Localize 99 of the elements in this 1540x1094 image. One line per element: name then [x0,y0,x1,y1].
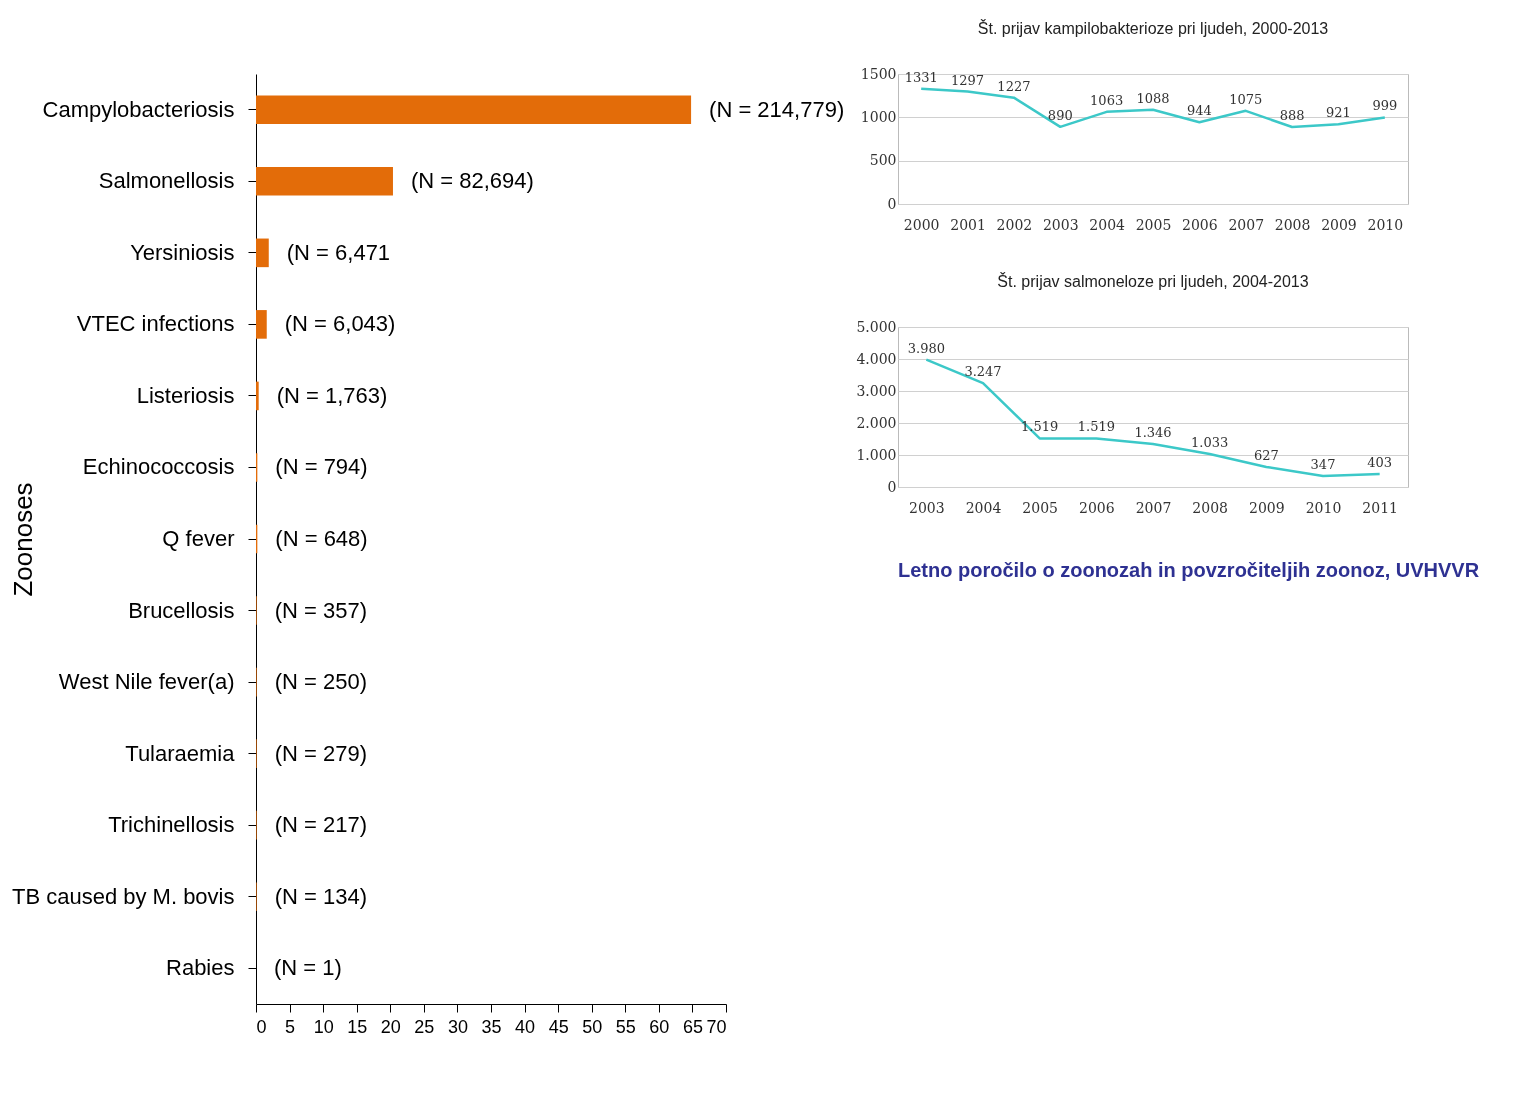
x-tick-label: 2002 [996,216,1033,233]
annotation: (N = 6,043) [284,311,396,337]
text: Letno poročilo o zoonozah in povzročiteljih zoonoz, UVHVVR [898,559,1480,581]
y-tick-label: 5.000 [856,318,897,335]
x-tick-label: 2004 [965,499,1002,516]
data-label: 921 [1326,105,1351,121]
annotation: (N = 217) [274,812,367,838]
y-tick-label: 3.000 [856,382,897,399]
y-tick-label: TB caused by M. bovis [11,883,235,909]
x-tick-label: 2005 [1022,499,1058,516]
annotation: (N = 279) [274,740,367,766]
y-tick-label: Trichinellosis [108,812,235,838]
bar [256,381,259,411]
chart-title: Št. prijav salmoneloze pri ljudeh, 2004-2013 [997,272,1309,290]
x-tick-label: 2009 [1249,499,1285,516]
bar [256,310,267,339]
x-tick-label: 30 [447,1016,468,1037]
data-label: 3.980 [907,340,945,356]
y-tick-label: West Nile fever(a) [58,669,235,695]
x-tick-label: 60 [649,1016,670,1037]
y-tick-label: VTEC infections [76,311,235,337]
x-tick-label: 2005 [1135,216,1172,233]
y-tick-label: Listeriosis [136,382,235,408]
data-label: 347 [1310,456,1336,472]
annotation: (N = 214,779) [709,96,845,122]
x-tick-label: 2007 [1228,216,1265,233]
x-tick-label: 15 [347,1016,368,1037]
bar [256,167,393,196]
data-label: 1063 [1090,92,1124,108]
x-tick-label: 2003 [1042,216,1079,233]
data-label: 1075 [1229,91,1263,107]
y-tick-label: 0 [887,478,897,495]
x-tick-label: 25 [414,1016,435,1037]
x-tick-label: 20 [380,1016,401,1037]
annotation: (N = 794) [275,454,368,480]
annotation: (N = 6,471 [286,239,391,265]
x-tick-label: 2007 [1135,499,1172,516]
x-tick-label: 70 [706,1016,727,1037]
data-label: 1331 [904,69,938,85]
y-tick-label: Campylobacteriosis [42,96,235,122]
y-tick-label: 4.000 [856,350,897,367]
y-tick-label: 1.000 [856,446,897,463]
data-label: 3.247 [964,364,1002,380]
annotation: (N = 357) [274,597,367,623]
data-label: 1227 [997,78,1031,94]
annotation: (N = 1,763) [276,382,388,408]
x-tick-label: 10 [313,1016,334,1037]
y-tick-label: 1000 [860,108,897,125]
x-tick-label: 2010 [1367,216,1404,233]
x-tick-label: 35 [481,1016,502,1037]
bar [256,238,269,268]
y-tick-label: Brucellosis [128,597,235,623]
data-label: 627 [1253,447,1279,463]
x-tick-label: 2008 [1192,499,1228,516]
annotation: (N = 1) [274,955,342,981]
x-tick-label: 0 [256,1016,267,1037]
x-tick-label: 2006 [1079,499,1115,516]
y-tick-label: Rabies [166,955,235,981]
data-label: 1297 [951,72,985,88]
y-tick-label: Salmonellosis [98,168,235,194]
x-tick-label: 40 [515,1016,536,1037]
x-tick-label: 2008 [1274,216,1311,233]
x-tick-label: 2004 [1089,216,1126,233]
data-label: 1088 [1136,90,1170,106]
x-tick-label: 2009 [1321,216,1357,233]
data-label: 890 [1047,107,1073,123]
annotation: (N = 250) [274,669,367,695]
x-tick-label: 2000 [903,216,940,233]
x-tick-label: 2001 [950,216,986,233]
x-tick-label: 55 [615,1016,636,1037]
y-tick-label: 0 [887,195,897,212]
y-tick-label: 500 [869,152,897,169]
data-label: 1.033 [1191,434,1229,450]
data-label: 999 [1372,98,1398,114]
x-tick-label: 2011 [1362,499,1398,516]
annotation: (N = 82,694) [410,168,534,194]
y-axis-title: Zoonoses [7,482,38,597]
x-tick-label: 65 [682,1016,703,1037]
bar [256,95,692,125]
y-tick-label: Q fever [162,526,235,551]
y-tick-label: Tularaemia [125,740,236,766]
annotation: (N = 134) [274,883,367,909]
y-tick-label: 1500 [860,65,897,82]
annotation: (N = 648) [275,526,368,551]
x-tick-label: 2010 [1305,499,1342,516]
y-tick-label: Echinococcosis [82,454,235,480]
data-label: 888 [1279,108,1305,124]
data-label: 1.519 [1077,419,1115,435]
data-label: 944 [1186,103,1212,119]
x-tick-label: 2006 [1182,216,1218,233]
data-label: 403 [1367,455,1393,471]
y-tick-label: 2.000 [856,414,897,431]
x-tick-label: 45 [548,1016,569,1037]
y-tick-label: Yersiniosis [130,239,235,265]
x-tick-label: 50 [582,1016,603,1037]
chart-title: Št. prijav kampilobakterioze pri ljudeh, 2000-2013 [977,19,1329,37]
data-label: 1.346 [1134,424,1172,440]
x-tick-label: 2003 [909,499,945,516]
x-tick-label: 5 [285,1016,296,1037]
